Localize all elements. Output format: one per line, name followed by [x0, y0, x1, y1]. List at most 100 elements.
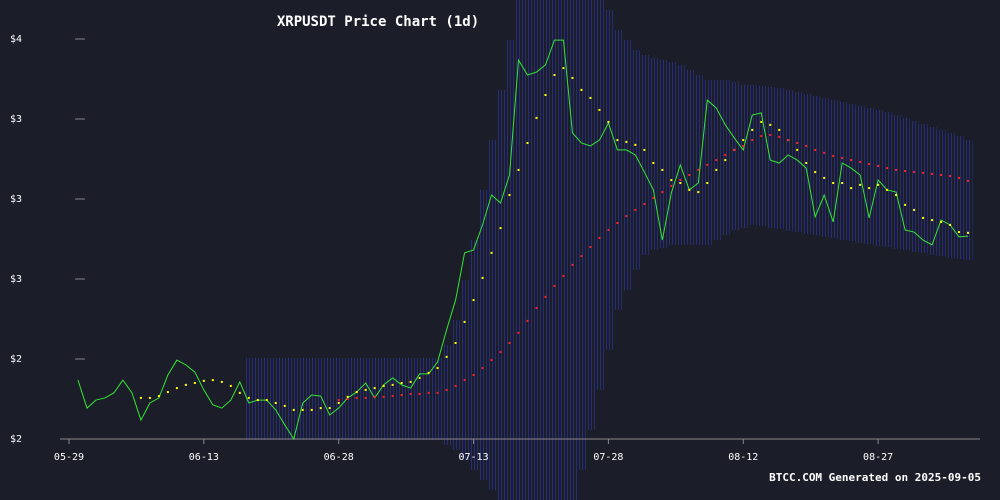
ma-dot	[715, 159, 718, 162]
ma-dot	[805, 162, 808, 164]
band-segment	[846, 104, 856, 241]
ma-dot	[958, 176, 961, 179]
ma-dot	[661, 168, 664, 171]
band-segment	[963, 140, 973, 261]
ma-dot	[598, 236, 601, 239]
ma-dot	[895, 194, 898, 196]
band-segment	[298, 357, 308, 441]
ma-dot	[868, 187, 871, 190]
band-segment	[531, 0, 541, 500]
ma-dot	[841, 156, 844, 159]
band-segment	[496, 89, 506, 500]
ma-dot	[382, 395, 385, 398]
ma-dot	[580, 88, 583, 91]
band-segment	[361, 357, 371, 441]
ma-dot	[454, 384, 457, 387]
band-segment	[585, 0, 595, 430]
ma-dot	[652, 162, 655, 164]
ma-dot	[859, 160, 862, 163]
band-segment	[819, 97, 829, 237]
band-segment	[406, 357, 416, 441]
band-segment	[442, 344, 452, 445]
band-segment	[648, 57, 658, 250]
ma-dot	[175, 387, 178, 390]
ma-dot	[427, 371, 430, 374]
band-segment	[747, 84, 757, 225]
ma-dot	[868, 163, 871, 166]
ma-dot	[481, 276, 484, 279]
ma-dot	[949, 175, 952, 178]
ma-dot	[409, 380, 412, 383]
ma-dot	[760, 120, 763, 123]
ma-dot	[796, 142, 799, 144]
ma-dot	[373, 395, 376, 398]
x-tick-label: 05-29	[54, 452, 84, 463]
ma-dot	[166, 391, 169, 394]
band-segment	[478, 189, 488, 481]
band-segment	[873, 109, 883, 246]
ma-dot	[895, 168, 898, 171]
ma-dot	[589, 96, 592, 99]
ma-dot	[805, 144, 808, 147]
ma-dot	[337, 402, 340, 404]
ma-dot	[607, 228, 610, 231]
ma-dot	[472, 299, 475, 302]
band-segment	[756, 85, 766, 226]
ma-dot	[445, 388, 448, 391]
ma-dot	[832, 182, 835, 184]
chart-title: XRPUSDT Price Chart (1d)	[277, 14, 479, 30]
band-segment	[603, 9, 613, 350]
band-segment	[307, 357, 317, 441]
ma-dot	[265, 399, 268, 402]
ma-dot	[418, 376, 421, 379]
ma-dot	[553, 284, 556, 287]
ma-dot	[283, 404, 286, 407]
ma-dot	[463, 379, 466, 382]
band-segment	[460, 280, 470, 461]
ma-dot	[877, 183, 880, 186]
band-segment	[936, 129, 946, 257]
ma-dot	[679, 182, 682, 184]
ma-dot	[670, 179, 673, 182]
ma-dot	[472, 374, 475, 376]
band-segment	[379, 357, 389, 441]
ma-dot	[139, 396, 142, 399]
band-segment	[397, 357, 407, 441]
ma-dot	[760, 135, 763, 138]
band-segment	[783, 89, 793, 231]
ma-dot	[850, 187, 853, 190]
band-segment	[900, 117, 910, 250]
band-segment	[639, 55, 649, 255]
ma-dot	[553, 74, 556, 76]
ma-dot	[436, 367, 439, 370]
band-segment	[514, 0, 523, 500]
ma-dot	[706, 182, 709, 184]
band-segment	[469, 240, 479, 470]
ma-dot	[328, 407, 331, 410]
ma-dot	[193, 382, 196, 384]
ma-dot	[184, 383, 187, 386]
band-segment	[675, 64, 685, 245]
ma-dot	[742, 139, 745, 142]
ma-dot	[688, 174, 691, 176]
ma-dot	[715, 168, 718, 171]
ma-dot	[490, 251, 493, 254]
ma-dot	[400, 382, 403, 384]
band-segment	[621, 40, 631, 290]
y-tick-label: $2	[10, 434, 22, 445]
ma-dot	[913, 208, 916, 211]
band-segment	[693, 75, 703, 245]
ma-dot	[643, 203, 646, 206]
ma-dot	[904, 203, 907, 206]
ma-dot	[967, 231, 970, 234]
ma-dot	[373, 387, 376, 390]
ma-dot	[607, 120, 610, 123]
ma-dot	[454, 342, 457, 344]
ma-dot	[517, 168, 520, 171]
ma-dot	[346, 395, 349, 398]
band-segment	[891, 115, 901, 249]
ma-dot	[490, 359, 493, 362]
ma-dot	[499, 351, 502, 354]
ma-dot	[562, 67, 565, 70]
ma-dot	[526, 142, 529, 144]
